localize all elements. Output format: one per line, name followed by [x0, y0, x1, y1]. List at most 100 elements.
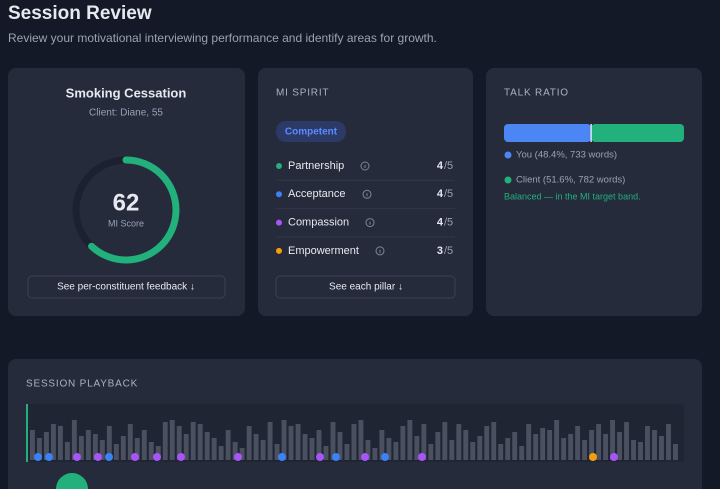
waveform-bar — [295, 424, 301, 460]
info-icon[interactable] — [365, 218, 375, 228]
summary-card — [8, 68, 245, 316]
waveform-bar — [603, 434, 609, 460]
play-button[interactable] — [56, 473, 88, 489]
waveform-bar — [183, 434, 189, 460]
score: 62 — [113, 189, 140, 216]
waveform-bar — [526, 424, 532, 460]
info-icon[interactable] — [362, 189, 372, 199]
pillar-button[interactable] — [275, 275, 456, 299]
waveform-bar — [246, 426, 252, 460]
pillar-dot — [276, 247, 282, 254]
waveform-bar — [379, 430, 385, 460]
waveform-bar — [547, 430, 553, 460]
pillar-name: Compassion — [288, 217, 349, 229]
marker[interactable] — [34, 453, 42, 461]
marker[interactable] — [278, 453, 286, 461]
waveform-bar — [365, 440, 371, 460]
waveform-bar — [659, 436, 664, 460]
waveform-bar — [540, 428, 546, 460]
waveform-bar — [456, 424, 462, 460]
score-label: MI Score — [108, 218, 144, 228]
waveform-bar — [575, 426, 581, 460]
pillar-max: /5 — [444, 160, 453, 172]
feedback-button[interactable] — [27, 275, 226, 299]
waveform-bar — [141, 430, 147, 460]
waveform-bar — [442, 422, 448, 460]
waveform-bar — [204, 432, 210, 460]
client: Client: Diane, 55 — [89, 108, 163, 119]
talk-title: TALK RATIO — [504, 88, 569, 99]
waveform-bar — [610, 420, 615, 460]
marker[interactable] — [131, 453, 139, 461]
spirit-title: MI SPIRIT — [276, 88, 329, 99]
marker[interactable] — [332, 453, 340, 461]
waveform-bar — [470, 442, 476, 460]
gauge-progress — [72, 156, 180, 264]
waveform-bar — [92, 434, 98, 460]
waveform-bar — [512, 432, 518, 460]
waveform-bar — [498, 444, 504, 460]
waveform-bar — [302, 434, 308, 460]
pillar-dot — [276, 219, 282, 226]
ratio-segment — [504, 124, 592, 142]
waveform-bar — [435, 432, 441, 460]
waveform-bar — [617, 432, 622, 460]
pillar-dot — [276, 163, 282, 169]
pillar-score: 4 — [437, 160, 444, 172]
waveform-bar — [225, 430, 231, 460]
marker[interactable] — [153, 453, 161, 461]
waveform-bar — [407, 420, 413, 460]
info-icon[interactable] — [375, 246, 385, 256]
marker[interactable] — [381, 453, 389, 461]
waveform-bar — [491, 422, 497, 460]
waveform-bar — [505, 438, 511, 460]
waveform-bar — [190, 422, 196, 460]
marker[interactable] — [177, 453, 185, 461]
waveform-bar — [323, 446, 329, 460]
waveform-bar — [477, 436, 483, 460]
marker[interactable] — [234, 453, 242, 461]
pillar-button-label[interactable]: See each pillar ↓ — [329, 282, 403, 293]
pillar-max: /5 — [444, 245, 453, 257]
marker[interactable] — [94, 453, 102, 461]
waveform-bar — [260, 440, 266, 460]
markers — [34, 453, 618, 461]
waveform-bar — [218, 446, 224, 460]
waveform-bar — [316, 430, 322, 460]
legend-label: You (48.4%, 733 words) — [516, 150, 617, 161]
marker[interactable] — [73, 453, 81, 461]
waveform-bar — [134, 438, 140, 460]
session-title: Smoking Cessation — [66, 85, 187, 100]
info-icon[interactable] — [360, 161, 370, 171]
waveform-bar — [673, 444, 678, 460]
marker[interactable] — [105, 453, 113, 461]
marker[interactable] — [589, 453, 597, 461]
waveform-bar — [631, 440, 636, 460]
waveform-bar — [596, 424, 602, 460]
pillar-dot — [276, 191, 282, 198]
marker[interactable] — [610, 453, 618, 461]
waveform-bar — [169, 420, 175, 460]
waveform-bar — [414, 436, 420, 460]
waveform-bar — [400, 426, 406, 460]
waveform-bar — [645, 426, 650, 460]
playhead — [26, 404, 28, 462]
waveform-bar — [358, 420, 364, 460]
playback-title: SESSION PLAYBACK — [26, 379, 138, 390]
marker[interactable] — [361, 453, 369, 461]
waveform-bar — [127, 424, 133, 460]
waveform-bar — [463, 430, 469, 460]
badge-label: Competent — [285, 127, 338, 138]
waveform-bar — [309, 438, 315, 460]
legend-label: Client (51.6%, 782 words) — [516, 175, 625, 186]
waveform-bar — [71, 420, 77, 460]
waveform-bar — [533, 434, 539, 460]
marker[interactable] — [418, 453, 426, 461]
waveform-bar — [113, 444, 119, 460]
marker[interactable] — [316, 453, 324, 461]
marker[interactable] — [45, 453, 53, 461]
ratio-segment — [591, 124, 684, 142]
feedback-button-label[interactable]: See per-constituent feedback ↓ — [57, 282, 195, 293]
pillar-name: Empowerment — [288, 245, 359, 257]
waveform-bar — [211, 438, 217, 460]
